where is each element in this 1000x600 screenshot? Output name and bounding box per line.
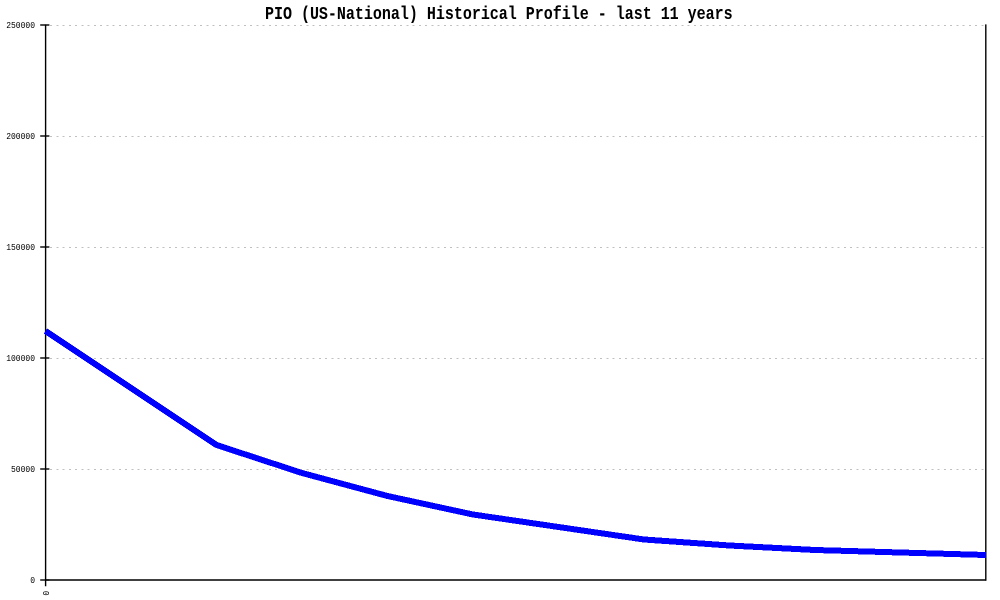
svg-text:200000: 200000 (6, 131, 35, 142)
svg-text:250000: 250000 (6, 20, 35, 31)
svg-text:50000: 50000 (11, 464, 35, 475)
svg-text:PIO (US-National) Historical P: PIO (US-National) Historical Profile - l… (265, 4, 733, 25)
svg-text:0: 0 (41, 591, 52, 596)
svg-text:100000: 100000 (6, 353, 35, 364)
svg-text:150000: 150000 (6, 242, 35, 253)
svg-text:0: 0 (30, 575, 35, 586)
